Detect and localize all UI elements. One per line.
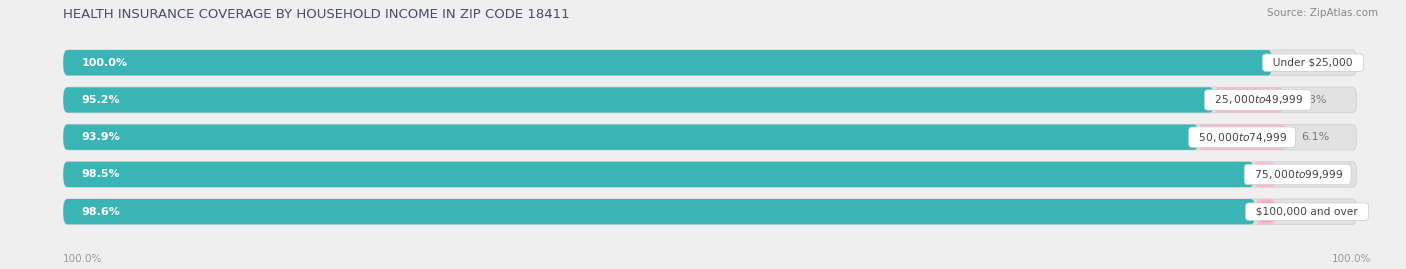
Text: 95.2%: 95.2% [82, 95, 120, 105]
FancyBboxPatch shape [1257, 164, 1272, 185]
Text: 100.0%: 100.0% [82, 58, 128, 68]
Text: Source: ZipAtlas.com: Source: ZipAtlas.com [1267, 8, 1378, 18]
Text: 1.4%: 1.4% [1291, 207, 1319, 217]
FancyBboxPatch shape [63, 50, 1272, 75]
Text: $25,000 to $49,999: $25,000 to $49,999 [1208, 93, 1308, 107]
Text: 1.5%: 1.5% [1291, 169, 1319, 179]
FancyBboxPatch shape [1202, 127, 1265, 147]
Text: 0.0%: 0.0% [1286, 58, 1315, 68]
Text: $100,000 and over: $100,000 and over [1249, 207, 1365, 217]
Text: 100.0%: 100.0% [1331, 254, 1371, 264]
Text: 6.1%: 6.1% [1302, 132, 1330, 142]
Text: HEALTH INSURANCE COVERAGE BY HOUSEHOLD INCOME IN ZIP CODE 18411: HEALTH INSURANCE COVERAGE BY HOUSEHOLD I… [63, 8, 569, 21]
FancyBboxPatch shape [63, 199, 1256, 224]
Text: 98.6%: 98.6% [82, 207, 121, 217]
Text: 100.0%: 100.0% [63, 254, 103, 264]
Text: $50,000 to $74,999: $50,000 to $74,999 [1192, 131, 1292, 144]
FancyBboxPatch shape [63, 162, 1357, 187]
FancyBboxPatch shape [1218, 90, 1267, 110]
FancyBboxPatch shape [63, 50, 1357, 75]
FancyBboxPatch shape [63, 87, 1357, 113]
Text: Under $25,000: Under $25,000 [1267, 58, 1360, 68]
Text: 93.9%: 93.9% [82, 132, 120, 142]
FancyBboxPatch shape [1258, 202, 1274, 222]
FancyBboxPatch shape [63, 199, 1357, 224]
FancyBboxPatch shape [63, 125, 1357, 150]
Text: 98.5%: 98.5% [82, 169, 120, 179]
FancyBboxPatch shape [1198, 125, 1286, 150]
FancyBboxPatch shape [1256, 199, 1275, 224]
FancyBboxPatch shape [63, 162, 1254, 187]
FancyBboxPatch shape [63, 125, 1198, 150]
FancyBboxPatch shape [63, 87, 1215, 113]
Text: $75,000 to $99,999: $75,000 to $99,999 [1249, 168, 1347, 181]
Text: 4.8%: 4.8% [1298, 95, 1327, 105]
FancyBboxPatch shape [1254, 162, 1275, 187]
FancyBboxPatch shape [1215, 87, 1284, 113]
